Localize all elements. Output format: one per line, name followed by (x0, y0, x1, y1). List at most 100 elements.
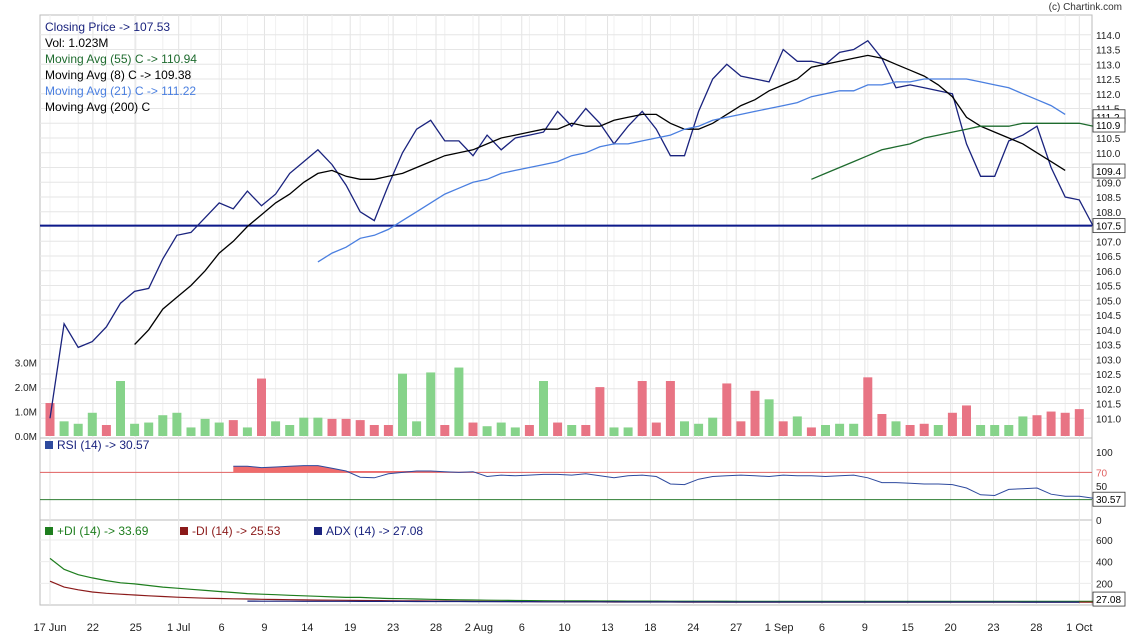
x-tick-label: 6 (819, 622, 825, 634)
value-tag-text: 109.4 (1096, 167, 1121, 178)
price-y-tick-label: 105.5 (1096, 282, 1121, 293)
rsi-y-tick-label: 0 (1096, 516, 1102, 527)
rsi-legend-text: RSI (14) -> 30.57 (57, 438, 150, 452)
volume-bar (835, 423, 845, 436)
value-tag-box (1092, 163, 1126, 179)
value-tag-box (1092, 591, 1126, 607)
value-tag-text: 107.5 (1096, 222, 1121, 233)
volume-bar (144, 422, 154, 436)
volume-bar (355, 420, 365, 436)
volume-bar (637, 381, 647, 436)
dmi-panel-frame (39, 519, 1093, 606)
price-y-tick-label: 110.0 (1096, 149, 1121, 160)
x-tick-label: 1 Jul (167, 622, 190, 634)
volume-bar (1060, 412, 1070, 436)
volume-bars (45, 367, 1084, 436)
price-legend-item: Vol: 1.023M (45, 36, 108, 50)
price-legend-item: Moving Avg (8) C -> 109.38 (45, 68, 192, 82)
price-y-tick-label: 104.5 (1096, 311, 1121, 322)
dmi-line (247, 600, 1080, 603)
x-tick-label: 1 Oct (1066, 622, 1092, 634)
rsi-overbought-fill (233, 465, 473, 473)
volume-bar (623, 427, 633, 436)
volume-bar (271, 421, 281, 436)
x-tick-label: 22 (87, 622, 99, 634)
volume-bar (821, 425, 830, 436)
volume-bar (976, 425, 986, 436)
volume-bar (1074, 409, 1084, 436)
volume-bar (849, 423, 859, 436)
price-y-tick-label: 101.0 (1096, 414, 1121, 425)
volume-bar (130, 423, 140, 436)
axis-labels: 17 Jun 22 25 1 Jul 6 9 14 19 23 28 2 Aug 6 10 13 18 24 2… (15, 31, 1126, 634)
volume-bar (257, 378, 266, 436)
x-tick-label: 9 (862, 622, 868, 634)
price-y-tick-label: 103.0 (1096, 355, 1121, 366)
x-tick-label: 28 (430, 622, 442, 634)
x-tick-label: 6 (519, 622, 525, 634)
volume-bar (116, 381, 125, 436)
volume-bar (482, 426, 492, 436)
x-tick-label: 15 (902, 622, 914, 634)
x-tick-label: 13 (601, 622, 613, 634)
volume-bar (398, 373, 407, 436)
volume-y-tick-label: 3.0M (15, 359, 37, 370)
rsi-legend-swatch (45, 441, 53, 449)
volume-bar (708, 417, 718, 436)
volume-bar (172, 412, 182, 436)
dmi-legend-text: +DI (14) -> 33.69 (57, 524, 149, 538)
price-y-tick-label: 101.5 (1096, 400, 1121, 411)
dmi-line (49, 557, 1094, 603)
price-y-tick-label: 108.0 (1096, 208, 1121, 219)
volume-bar (553, 422, 563, 436)
volume-bar (440, 425, 450, 436)
x-tick-label: 1 Sep (765, 622, 794, 634)
grid-lines (40, 15, 1092, 605)
dmi-legend-text: ADX (14) -> 27.08 (326, 524, 423, 538)
price-legend-item: Closing Price -> 107.53 (45, 20, 170, 34)
volume-y-tick-label: 1.0M (15, 408, 37, 419)
volume-bar (228, 420, 238, 436)
volume-bar (962, 405, 971, 436)
x-tick-label: 20 (945, 622, 957, 634)
credit-text: (c) Chartink.com (1049, 2, 1122, 13)
volume-bar (863, 377, 873, 436)
volume-bar (327, 418, 337, 436)
price-value-tag: 109.4 (1092, 163, 1126, 179)
price-y-tick-label: 110.5 (1096, 134, 1121, 145)
volume-bar (186, 427, 196, 436)
value-tag-box (1092, 218, 1126, 234)
x-tick-label: 9 (261, 622, 267, 634)
rsi-y-tick-label: 70 (1096, 468, 1108, 479)
dmi-line (49, 580, 1094, 603)
rsi-y-tick-label: 50 (1096, 482, 1108, 493)
x-tick-label: 18 (644, 622, 656, 634)
volume-bar (285, 425, 295, 436)
volume-bar (609, 427, 619, 436)
volume-bar (595, 387, 605, 436)
dmi-y-tick-label: 600 (1096, 536, 1113, 547)
volume-bar (158, 415, 168, 436)
volume-bar (905, 425, 915, 436)
volume-bar (1018, 416, 1028, 436)
value-tag-text: 30.57 (1096, 495, 1121, 506)
volume-bar (651, 422, 661, 436)
volume-bar (510, 427, 520, 436)
volume-bar (933, 425, 943, 436)
price-y-tick-label: 108.5 (1096, 193, 1121, 204)
volume-y-tick-label: 2.0M (15, 383, 37, 394)
series-line-moving-avg-21-c (317, 78, 1066, 263)
series-line-moving-avg-8-c (134, 54, 1066, 345)
x-tick-label: 27 (730, 622, 742, 634)
volume-bar (73, 423, 83, 436)
volume-bar (200, 418, 210, 436)
volume-bar (341, 418, 351, 436)
x-tick-label: 23 (387, 622, 399, 634)
volume-bar (806, 427, 816, 436)
volume-bar (567, 425, 577, 436)
x-tick-label: 14 (301, 622, 313, 634)
price-y-tick-label: 112.5 (1096, 75, 1121, 86)
volume-bar (990, 425, 1000, 436)
volume-bar (750, 390, 760, 436)
